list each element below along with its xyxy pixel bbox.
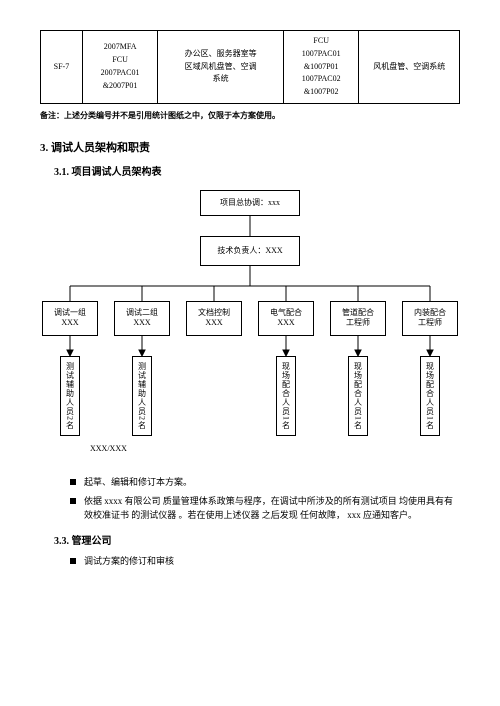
equipment-table: SF-7 2007MFA FCU 2007PAC01 &2007P01 办公区、… (40, 30, 460, 104)
document-page: SF-7 2007MFA FCU 2007PAC01 &2007P01 办公区、… (0, 0, 500, 609)
org-node-line1: 调试一组 (54, 308, 86, 318)
org-node-team: 文档控制 XXX (186, 301, 242, 336)
cell-desc1: 办公区、服务器室等 区域风机盘管、空调 系统 (158, 31, 284, 104)
org-sub-label: 现场配合人员1名 (353, 362, 364, 430)
org-node-line1: 管道配合 (342, 308, 374, 318)
org-node-team: 管道配合 工程师 (330, 301, 386, 336)
org-node-line2: XXX (205, 318, 222, 328)
bullet-list-2: 调试方案的修订和审核 (70, 555, 460, 569)
org-node-team: 调试二组 XXX (114, 301, 170, 336)
cell-codes1: 2007MFA FCU 2007PAC01 &2007P01 (82, 31, 157, 104)
table-note: 备注：上述分类编号并不是引用统计图纸之中，仅限于本方案使用。 (40, 110, 460, 121)
org-chart-lines (40, 186, 460, 466)
section-3-1-title: 3.1. 项目调试人员架构表 (54, 163, 460, 178)
org-node-sub: 测试辅助人员2名 (132, 356, 152, 436)
cell-sf7: SF-7 (41, 31, 83, 104)
org-node-line2: XXX (61, 318, 78, 328)
org-node-tech-lead: 技术负责人：XXX (200, 236, 300, 266)
bullet-text: 调试方案的修订和审核 (84, 556, 174, 566)
org-node-sub: 现场配合人员1名 (276, 356, 296, 436)
cell-desc2: 风机盘管、空调系统 (359, 31, 460, 104)
org-bottom-label: XXX/XXX (90, 444, 127, 453)
org-chart: 项目总协调：xxx 技术负责人：XXX 调试一组 XXX 调试二组 XXX 文档… (40, 186, 460, 466)
org-node-label: 项目总协调：xxx (220, 198, 280, 208)
org-node-sub: 现场配合人员1名 (348, 356, 368, 436)
section-3-3-title: 3.3. 管理公司 (54, 532, 460, 547)
org-node-line1: 电气配合 (270, 308, 302, 318)
org-sub-label: 现场配合人员1名 (281, 362, 292, 430)
org-node-label: 技术负责人：XXX (217, 246, 282, 256)
org-node-line1: 文档控制 (198, 308, 230, 318)
org-node-team: 内装配合 工程师 (402, 301, 458, 336)
org-node-line2: 工程师 (418, 318, 442, 328)
bullet-text: 依据 xxxx 有限公司 质量管理体系政策与程序，在调试中所涉及的所有测试项目 … (84, 496, 453, 520)
org-node-team: 调试一组 XXX (42, 301, 98, 336)
org-node-line1: 内装配合 (414, 308, 446, 318)
bullet-item: 调试方案的修订和审核 (70, 555, 460, 569)
org-node-line2: XXX (277, 318, 294, 328)
org-sub-label: 测试辅助人员2名 (137, 362, 148, 430)
org-node-line2: 工程师 (346, 318, 370, 328)
org-sub-label: 测试辅助人员2名 (65, 362, 76, 430)
org-node-team: 电气配合 XXX (258, 301, 314, 336)
table-row: SF-7 2007MFA FCU 2007PAC01 &2007P01 办公区、… (41, 31, 460, 104)
section-3-title: 3. 调试人员架构和职责 (40, 139, 460, 155)
org-node-sub: 测试辅助人员2名 (60, 356, 80, 436)
bullet-list-1: 起草、编辑和修订本方案。 依据 xxxx 有限公司 质量管理体系政策与程序，在调… (70, 476, 460, 523)
org-sub-label: 现场配合人员1名 (425, 362, 436, 430)
bullet-item: 起草、编辑和修订本方案。 (70, 476, 460, 490)
org-node-sub: 现场配合人员1名 (420, 356, 440, 436)
bullet-item: 依据 xxxx 有限公司 质量管理体系政策与程序，在调试中所涉及的所有测试项目 … (70, 495, 460, 522)
cell-codes2: FCU 1007PAC01 &1007P01 1007PAC02 &1007P0… (284, 31, 359, 104)
bullet-text: 起草、编辑和修订本方案。 (84, 477, 192, 487)
org-node-coordinator: 项目总协调：xxx (200, 190, 300, 216)
org-node-line2: XXX (133, 318, 150, 328)
org-node-line1: 调试二组 (126, 308, 158, 318)
